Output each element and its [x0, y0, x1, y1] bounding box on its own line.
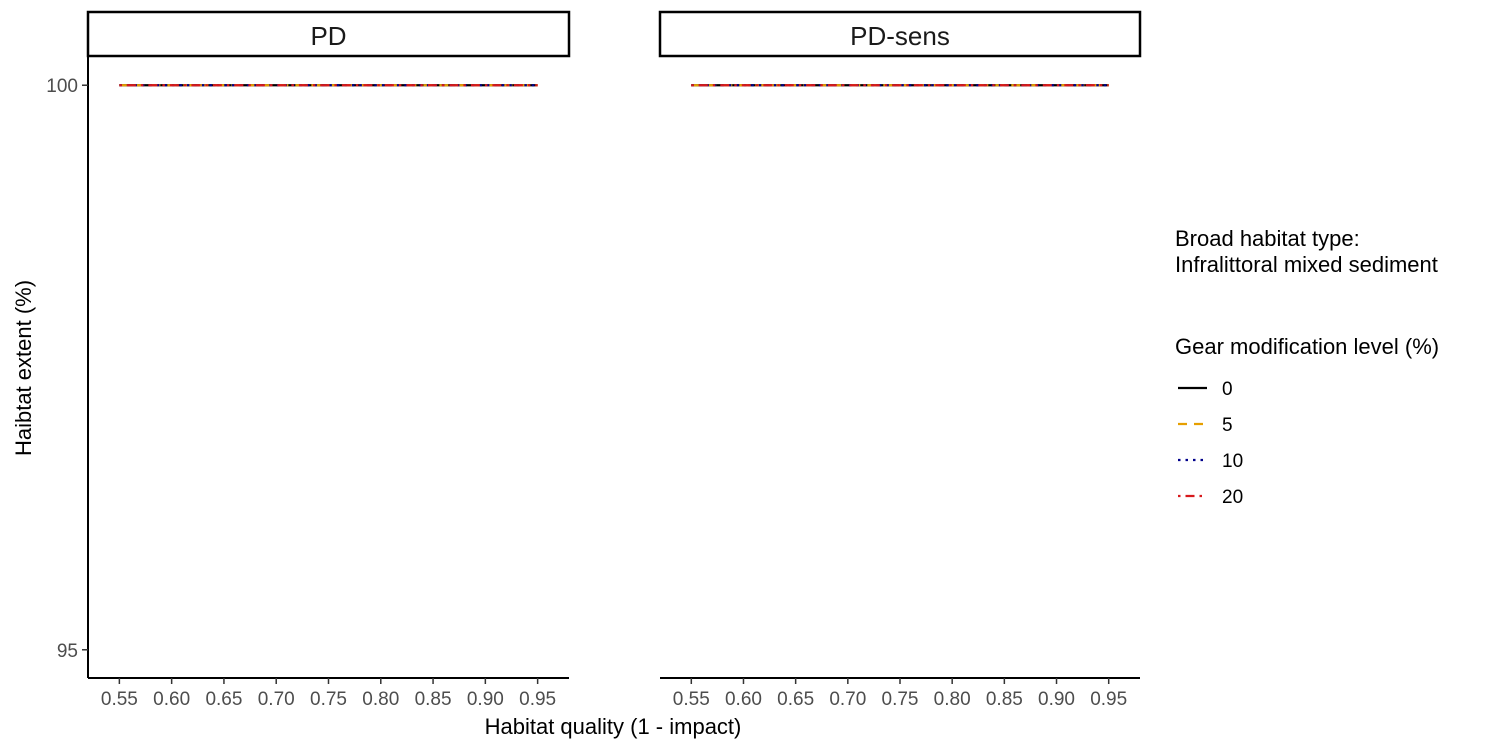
- x-tick-label: 0.65: [777, 689, 814, 710]
- x-axis-title: Habitat quality (1 - impact): [485, 714, 742, 739]
- legend-label-20: 20: [1222, 487, 1243, 508]
- x-tick-label: 0.95: [519, 689, 556, 710]
- x-tick-label: 0.85: [415, 689, 452, 710]
- x-tick-label: 0.75: [882, 689, 919, 710]
- y-tick-label: 95: [57, 641, 78, 662]
- x-tick-label: 0.70: [829, 689, 866, 710]
- x-tick-label: 0.90: [1038, 689, 1075, 710]
- legend-habitat-title-line2: Infralittoral mixed sediment: [1175, 252, 1438, 277]
- x-tick-label: 0.60: [725, 689, 762, 710]
- panel-strip-title: PD: [310, 21, 346, 51]
- panel-1: PD 95 100 0.55 0.60 0.65 0.70 0.75 0.80 0.85 0.90 0…: [46, 10, 571, 710]
- x-tick-label: 0.85: [986, 689, 1023, 710]
- legend-label-0: 0: [1222, 379, 1233, 400]
- x-tick-label: 0.95: [1090, 689, 1127, 710]
- x-tick-label: 0.55: [673, 689, 710, 710]
- x-tick-label: 0.75: [310, 689, 347, 710]
- panel-strip: [86, 10, 571, 58]
- y-axis-title: Haibtat extent (%): [11, 280, 36, 456]
- x-tick-label: 0.60: [153, 689, 190, 710]
- panel-strip-title: PD-sens: [850, 21, 950, 51]
- legend: Broad habitat type: Infralittoral mixed …: [1175, 226, 1439, 508]
- x-tick-label: 0.65: [205, 689, 242, 710]
- x-tick-label: 0.70: [258, 689, 295, 710]
- x-tick-label: 0.90: [467, 689, 504, 710]
- legend-label-10: 10: [1222, 451, 1243, 472]
- legend-entries: 0 5 10 20: [1178, 379, 1243, 508]
- panels: PD 95 100 0.55 0.60 0.65 0.70 0.75 0.80 0.85 0.90 0…: [46, 10, 1142, 710]
- y-tick-label: 100: [46, 76, 78, 97]
- panel-strip: [658, 10, 1142, 58]
- x-tick-label: 0.80: [362, 689, 399, 710]
- x-tick-label: 0.80: [934, 689, 971, 710]
- x-tick-label: 0.55: [101, 689, 138, 710]
- panel-2: PD-sens 0.55 0.60 0.65 0.70 0.75 0.80 0.85 0.90 0…: [658, 10, 1142, 710]
- legend-habitat-title-line1: Broad habitat type:: [1175, 226, 1360, 251]
- legend-gear-title: Gear modification level (%): [1175, 334, 1439, 359]
- legend-label-5: 5: [1222, 415, 1233, 436]
